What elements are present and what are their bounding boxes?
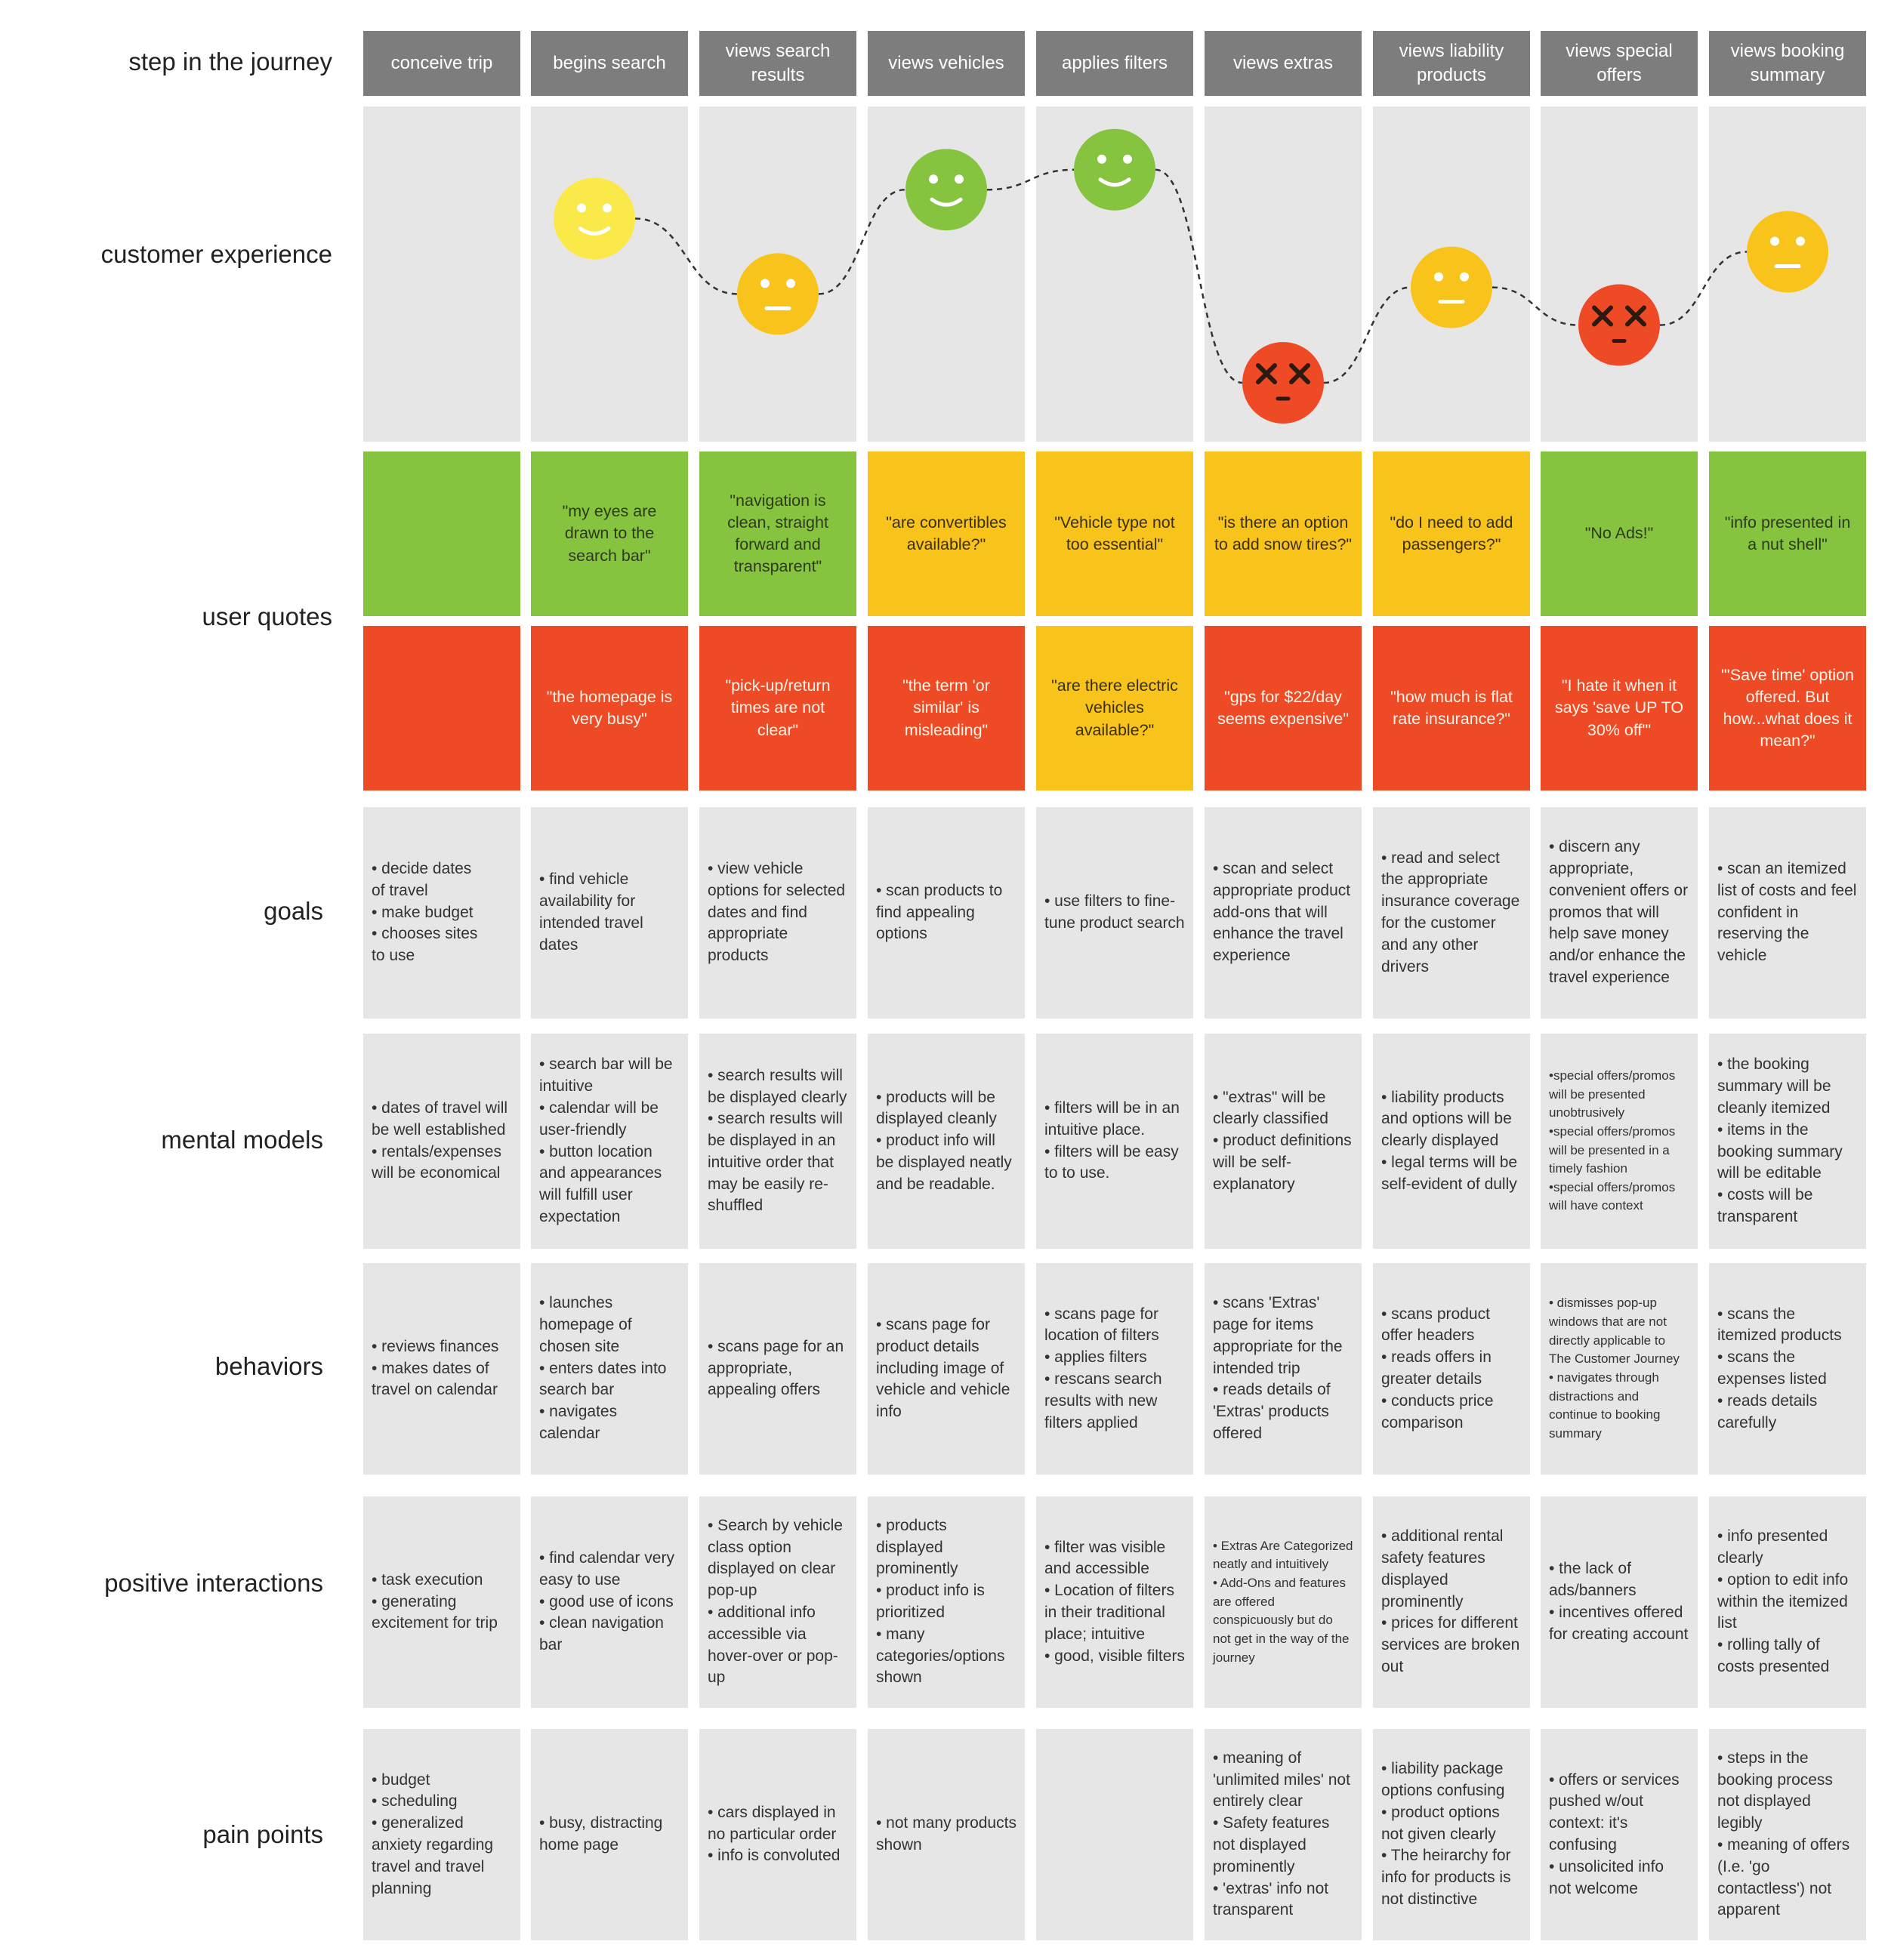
behavior-cell: • scans page for product details includi… [868, 1263, 1025, 1475]
row-label-user-quotes: user quotes [202, 602, 332, 631]
experience-curve-line [634, 168, 1748, 384]
row-label-mental-models: mental models [161, 1126, 323, 1154]
step-header: begins search [531, 31, 688, 96]
pain-point-cell: • budget • scheduling • generalized anxi… [363, 1729, 520, 1940]
row-label-behaviors: behaviors [214, 1352, 323, 1381]
neutral-face-icon [1747, 211, 1828, 293]
behavior-cell: • reviews finances • makes dates of trav… [363, 1263, 520, 1475]
quote-positive-cell [363, 451, 520, 616]
pain-point-cell [1036, 1729, 1193, 1940]
pain-point-cell: • not many products shown [868, 1729, 1025, 1940]
goals-cell: • scan an itemized list of costs and fee… [1709, 807, 1866, 1019]
happy-face-icon [554, 177, 635, 260]
experience-cell [363, 106, 520, 442]
quote-negative-cell: "I hate it when it says 'save UP TO 30% … [1541, 626, 1698, 790]
quote-negative-cell: "how much is flat rate insurance?" [1373, 626, 1530, 790]
neutral-face-icon [737, 253, 819, 335]
quote-negative-cell: "'Save time' option offered. But how...w… [1709, 626, 1866, 790]
pain-point-cell: • steps in the booking process not displ… [1709, 1729, 1866, 1940]
step-header: views special offers [1541, 31, 1698, 96]
row-label-step: step in the journey [128, 48, 332, 76]
behavior-cell: • scans page for location of filters • a… [1036, 1263, 1193, 1475]
experience-cell [531, 106, 688, 442]
goals-cell: • scan products to find appealing option… [868, 807, 1025, 1019]
step-header: views liability products [1373, 31, 1530, 96]
positive-interaction-cell: • info presented clearly • option to edi… [1709, 1496, 1866, 1708]
row-label-pain-points: pain points [202, 1820, 323, 1849]
step-header: applies filters [1036, 31, 1193, 96]
happy-face-icon [1074, 128, 1155, 211]
quote-positive-cell: "are convertibles available?" [868, 451, 1025, 616]
positive-interaction-cell: • filter was visible and accessible • Lo… [1036, 1496, 1193, 1708]
goals-cell: • discern any appropriate, convenient of… [1541, 807, 1698, 1019]
behavior-cell: • scans product offer headers • reads of… [1373, 1263, 1530, 1475]
step-header: views extras [1205, 31, 1362, 96]
mental-model-cell: • dates of travel will be well establish… [363, 1034, 520, 1249]
mental-model-cell: • "extras" will be clearly classified • … [1205, 1034, 1362, 1249]
positive-interaction-cell: • task execution • generating excitement… [363, 1496, 520, 1708]
quote-positive-cell: "No Ads!" [1541, 451, 1698, 616]
quote-positive-cell: "do I need to add passengers?" [1373, 451, 1530, 616]
positive-interaction-cell: • find calendar very easy to use • good … [531, 1496, 688, 1708]
neutral-face-icon [1411, 246, 1492, 328]
positive-interaction-cell: • products displayed prominently • produ… [868, 1496, 1025, 1708]
mental-model-cell: • search bar will be intuitive • calenda… [531, 1034, 688, 1249]
quote-negative-cell: "pick-up/return times are not clear" [699, 626, 856, 790]
positive-interaction-cell: • the lack of ads/banners • incentives o… [1541, 1496, 1698, 1708]
mental-model-cell: • the booking summary will be cleanly it… [1709, 1034, 1866, 1249]
pain-point-cell: • busy, distracting home page [531, 1729, 688, 1940]
row-label-goals: goals [264, 897, 323, 926]
step-header: conceive trip [363, 31, 520, 96]
goals-cell: • read and select the appropriate insura… [1373, 807, 1530, 1019]
quote-positive-cell: "is there an option to add snow tires?" [1205, 451, 1362, 616]
mental-model-cell: • filters will be in an intuitive place.… [1036, 1034, 1193, 1249]
dead-face-icon [1242, 342, 1324, 424]
goals-cell: • scan and select appropriate product ad… [1205, 807, 1362, 1019]
quote-negative-cell: "the term 'or similar' is misleading" [868, 626, 1025, 790]
quote-positive-cell: "my eyes are drawn to the search bar" [531, 451, 688, 616]
quote-positive-cell: "info presented in a nut shell" [1709, 451, 1866, 616]
mental-model-cell: • liability products and options will be… [1373, 1034, 1530, 1249]
quote-negative-cell: "gps for $22/day seems expensive" [1205, 626, 1362, 790]
step-header: views booking summary [1709, 31, 1866, 96]
quote-negative-cell: "are there electric vehicles available?" [1036, 626, 1193, 790]
step-header: views vehicles [868, 31, 1025, 96]
row-label-customer-experience: customer experience [100, 240, 332, 269]
behavior-cell: • scans page for an appropriate, appeali… [699, 1263, 856, 1475]
positive-interaction-cell: • Extras Are Categorized neatly and intu… [1205, 1496, 1362, 1708]
pain-point-cell: • offers or services pushed w/out contex… [1541, 1729, 1698, 1940]
positive-interaction-cell: • additional rental safety features disp… [1373, 1496, 1530, 1708]
mental-model-cell: • search results will be displayed clear… [699, 1034, 856, 1249]
positive-interaction-cell: • Search by vehicle class option display… [699, 1496, 856, 1708]
quote-negative-cell: "the homepage is very busy" [531, 626, 688, 790]
pain-point-cell: • meaning of 'unlimited miles' not entir… [1205, 1729, 1362, 1940]
goals-cell: • find vehicle availability for intended… [531, 807, 688, 1019]
pain-point-cell: • liability package options confusing • … [1373, 1729, 1530, 1940]
mental-model-cell: • products will be displayed cleanly • p… [868, 1034, 1025, 1249]
behavior-cell: • launches homepage of chosen site • ent… [531, 1263, 688, 1475]
goals-cell: • decide dates of travel • make budget •… [363, 807, 520, 1019]
behavior-cell: • scans 'Extras' page for items appropri… [1205, 1263, 1362, 1475]
mental-model-cell: •special offers/promos will be presented… [1541, 1034, 1698, 1249]
step-header: views search results [699, 31, 856, 96]
pain-point-cell: • cars displayed in no particular order … [699, 1729, 856, 1940]
goals-cell: • view vehicle options for selected date… [699, 807, 856, 1019]
dead-face-icon [1578, 284, 1660, 366]
goals-cell: • use filters to fine-tune product searc… [1036, 807, 1193, 1019]
experience-cell [1541, 106, 1698, 442]
quote-negative-cell [363, 626, 520, 790]
quote-positive-cell: "Vehicle type not too essential" [1036, 451, 1193, 616]
behavior-cell: • dismisses pop-up windows that are not … [1541, 1263, 1698, 1475]
behavior-cell: • scans the itemized products • scans th… [1709, 1263, 1866, 1475]
row-label-positive-interactions: positive interactions [104, 1569, 323, 1598]
happy-face-icon [905, 149, 987, 231]
quote-positive-cell: "navigation is clean, straight forward a… [699, 451, 856, 616]
